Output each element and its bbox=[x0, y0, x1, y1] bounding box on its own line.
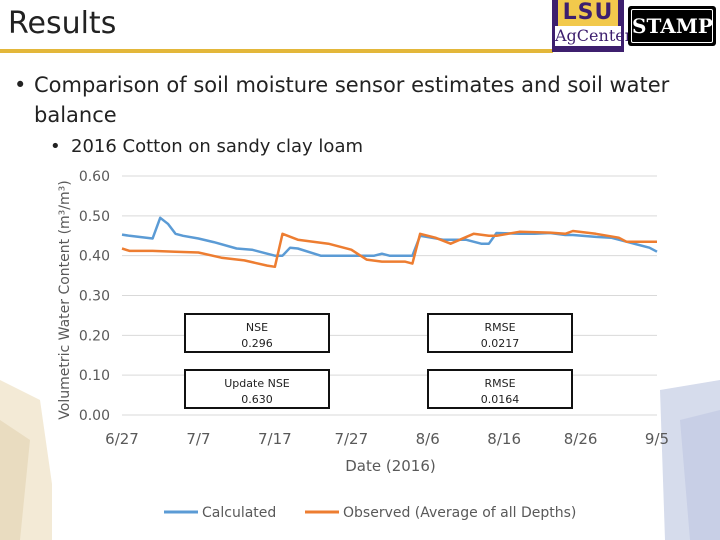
rmse-updated-box: RMSE 0.0164 bbox=[427, 369, 573, 409]
x-tick-label: 8/16 bbox=[487, 430, 521, 448]
x-tick-label: 7/17 bbox=[258, 430, 292, 448]
x-tick-label: 7/27 bbox=[334, 430, 368, 448]
x-tick-label: 8/6 bbox=[416, 430, 440, 448]
nse-box: NSE 0.296 bbox=[184, 313, 330, 353]
y-tick-label: 0.30 bbox=[79, 289, 110, 305]
update-nse-box: Update NSE 0.630 bbox=[184, 369, 330, 409]
stamp-logo-text: STAMP bbox=[631, 9, 713, 43]
bullet-level1: Comparison of soil moisture sensor estim… bbox=[34, 73, 670, 127]
lsu-agcenter-logo: LSU AgCenter bbox=[552, 0, 633, 52]
x-tick-label: 8/26 bbox=[564, 430, 598, 448]
y-tick-label: 0.20 bbox=[79, 328, 110, 344]
background-decoration bbox=[0, 380, 720, 540]
rmse-updated-value: 0.0164 bbox=[480, 393, 520, 406]
x-axis-title: Date (2016) bbox=[345, 457, 436, 475]
x-tick-label: 6/27 bbox=[105, 430, 139, 448]
agcenter-logo-text: AgCenter bbox=[555, 26, 633, 46]
title-underline bbox=[0, 49, 553, 53]
update-nse-value: 0.630 bbox=[241, 393, 273, 406]
nse-label: NSE bbox=[245, 321, 269, 334]
bullet-dot-icon: • bbox=[14, 73, 27, 97]
rmse-label: RMSE bbox=[484, 321, 516, 334]
rmse-box: RMSE 0.0217 bbox=[427, 313, 573, 353]
legend-label: Observed (Average of all Depths) bbox=[343, 505, 576, 521]
y-tick-label: 0.50 bbox=[79, 209, 110, 225]
series-line-observed bbox=[121, 229, 657, 269]
y-tick-label: 0.60 bbox=[79, 169, 110, 185]
legend-label: Calculated bbox=[202, 505, 276, 521]
stamp-logo: STAMP bbox=[628, 6, 716, 46]
lsu-logo-text: LSU bbox=[558, 0, 618, 26]
y-axis-title: Volumetric Water Content (m³/m³) bbox=[57, 180, 73, 419]
y-tick-label: 0.40 bbox=[79, 249, 110, 265]
page-title: Results bbox=[8, 6, 117, 41]
series-line-calculated bbox=[121, 216, 658, 257]
bullet-level2: 2016 Cotton on sandy clay loam bbox=[71, 136, 364, 157]
nse-value: 0.296 bbox=[241, 337, 273, 350]
y-tick-label: 0.00 bbox=[79, 408, 110, 424]
x-tick-label: 7/7 bbox=[186, 430, 210, 448]
rmse-updated-label: RMSE bbox=[484, 377, 516, 390]
bullet-dot-icon: • bbox=[50, 136, 61, 157]
rmse-value: 0.0217 bbox=[480, 337, 520, 350]
update-nse-label: Update NSE bbox=[224, 377, 290, 390]
x-tick-label: 9/5 bbox=[645, 430, 669, 448]
y-tick-label: 0.10 bbox=[79, 368, 110, 384]
